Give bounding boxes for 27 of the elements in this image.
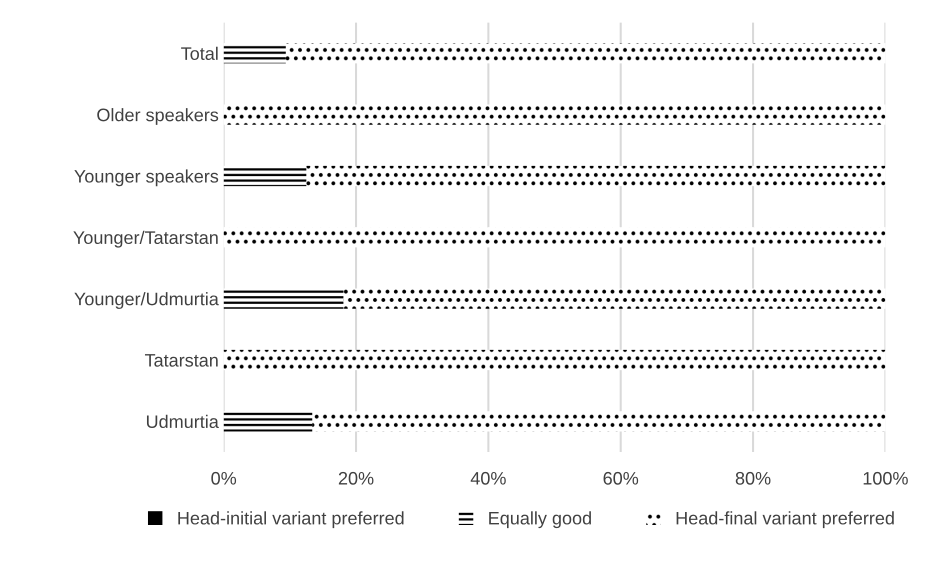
bar [224, 166, 306, 186]
y-tick-label: Younger speakers [74, 169, 218, 186]
bar [224, 350, 886, 370]
bar [224, 411, 312, 432]
bar [312, 411, 886, 432]
legend-label: Equally good [489, 511, 591, 528]
y-tick-label: Udmurtia [146, 414, 219, 428]
y-tick-label: Younger/Tatarstan [73, 230, 218, 248]
bar [306, 166, 886, 186]
y-tick-label: Younger/Udmurtia [74, 292, 219, 309]
x-tick-label: 100% [864, 472, 908, 485]
y-tick-label: Total [181, 46, 218, 60]
x-tick-label: 80% [736, 472, 770, 485]
y-tick-label: Tatarstan [144, 354, 218, 367]
bar [286, 43, 886, 64]
bar [224, 104, 886, 125]
x-tick-label: 20% [338, 472, 374, 485]
x-tick-label: 0% [211, 472, 236, 485]
x-tick-label: 40% [470, 472, 506, 485]
bar [224, 227, 886, 248]
y-tick-label: Older speakers [97, 108, 218, 125]
bar [343, 288, 886, 309]
bar [224, 43, 286, 64]
legend-label: Head-initial variant preferred [178, 511, 404, 528]
bar [224, 288, 344, 309]
x-tick-label: 60% [604, 472, 638, 485]
legend-label: Head-final variant preferred [676, 511, 894, 528]
